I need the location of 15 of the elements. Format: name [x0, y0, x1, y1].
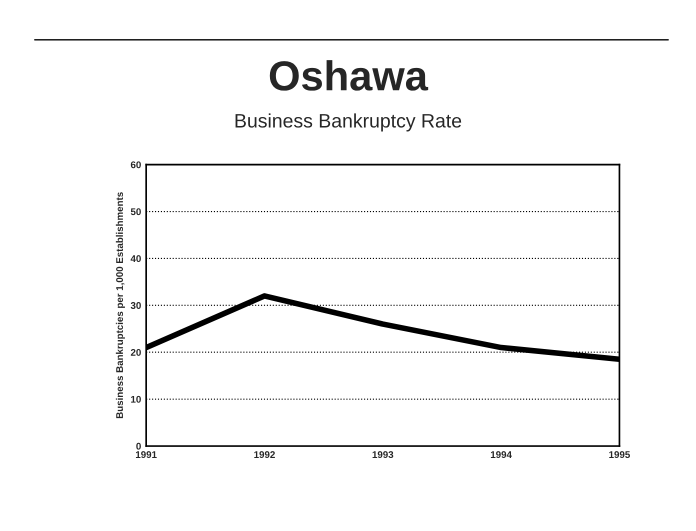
x-tick-label: 1991 — [136, 451, 157, 458]
y-tick-label: 30 — [130, 302, 141, 309]
y-tick-label: 10 — [131, 396, 141, 403]
chart-subtitle: Business Bankruptcy Rate — [236, 113, 462, 132]
y-tick-label: 0 — [136, 442, 141, 450]
y-tick-label: 60 — [130, 161, 141, 168]
y-tick-label: 50 — [130, 208, 141, 216]
y-tick-label: 40 — [130, 255, 141, 262]
x-tick-label: 1992 — [254, 451, 275, 458]
y-axis-title: Business Bankruptcies per 1,000 Establishments — [116, 192, 125, 418]
y-tick-label: 20 — [130, 348, 141, 356]
x-tick-label: 1994 — [490, 451, 512, 458]
chart-title: Oshawa — [270, 60, 428, 91]
x-tick-label: 1993 — [372, 451, 394, 458]
x-tick-label: 1995 — [609, 451, 630, 458]
